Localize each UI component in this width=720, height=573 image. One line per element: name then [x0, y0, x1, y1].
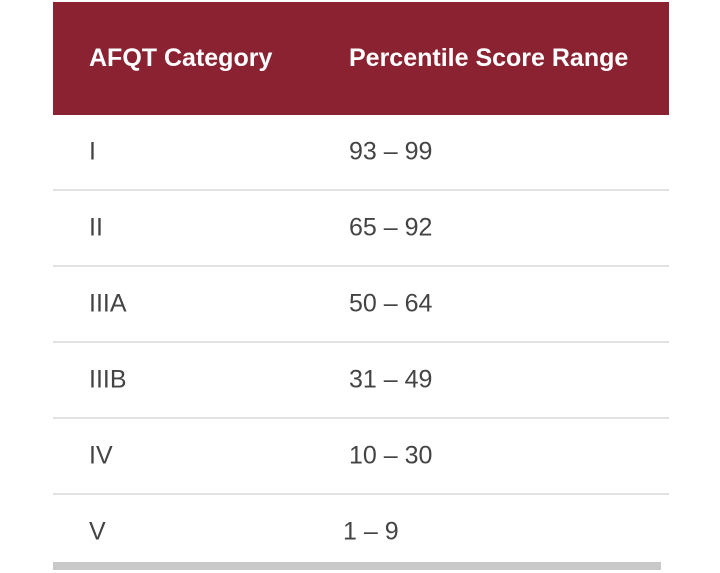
cell-category: V: [89, 517, 106, 546]
cell-percentile-range: 1 – 9: [343, 517, 399, 546]
afqt-table: AFQT Category Percentile Score Range I 9…: [53, 2, 669, 569]
table-row: II 65 – 92: [53, 191, 669, 267]
cell-category: IIIA: [89, 289, 127, 318]
cell-category: IIIB: [89, 365, 127, 394]
table-row: IIIA 50 – 64: [53, 267, 669, 343]
cell-category: II: [89, 213, 103, 242]
cell-percentile-range: 65 – 92: [349, 213, 433, 242]
cell-percentile-range: 50 – 64: [349, 289, 433, 318]
table-row: V 1 – 9: [53, 495, 669, 569]
table-row: IV 10 – 30: [53, 419, 669, 495]
cell-percentile-range: 31 – 49: [349, 365, 433, 394]
header-percentile-score-range: Percentile Score Range: [349, 44, 629, 72]
header-afqt-category: AFQT Category: [89, 44, 273, 72]
table-bottom-border: [53, 562, 661, 570]
cell-percentile-range: 10 – 30: [349, 441, 433, 470]
table-header: AFQT Category Percentile Score Range: [53, 2, 669, 115]
table-row: I 93 – 99: [53, 115, 669, 191]
cell-category: I: [89, 137, 96, 166]
cell-percentile-range: 93 – 99: [349, 137, 433, 166]
table-row: IIIB 31 – 49: [53, 343, 669, 419]
cell-category: IV: [89, 441, 113, 470]
